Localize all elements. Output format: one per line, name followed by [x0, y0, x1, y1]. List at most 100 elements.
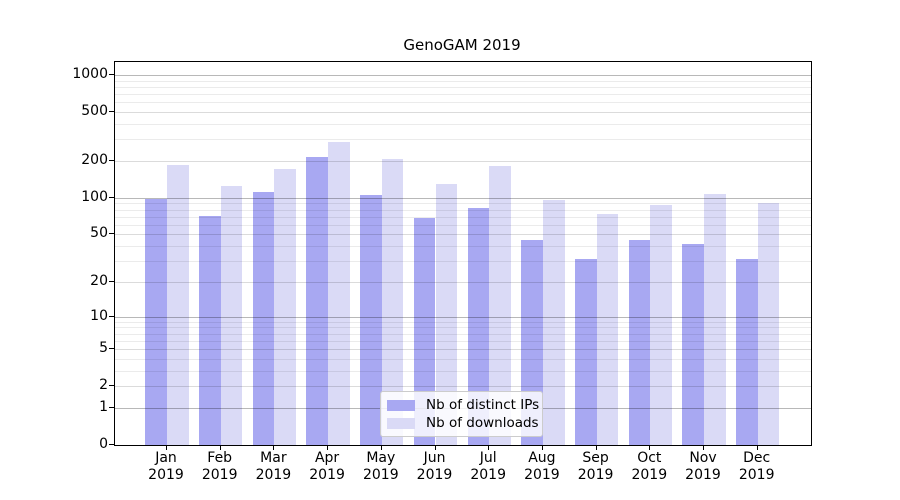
month-label: Nov [689, 450, 717, 466]
x-axis-tick-label-may: May 2019 [350, 450, 412, 484]
x-tick-mark [219, 445, 221, 450]
bar-distinct-ips-jan [145, 199, 167, 445]
month-label: Aug [528, 450, 556, 466]
bar-downloads-dec [757, 203, 780, 445]
year-label: 2019 [738, 467, 775, 483]
month-label: Sep [582, 450, 609, 466]
legend-row-downloads: Nb of downloads [387, 414, 539, 432]
legend: Nb of distinct IPs Nb of downloads [380, 391, 543, 437]
bar-downloads-nov [704, 193, 726, 445]
month-label: Oct [637, 450, 662, 466]
gridline-minor [115, 102, 811, 104]
gridline-major [115, 75, 811, 77]
x-axis-tick-label-feb: Feb 2019 [189, 450, 251, 484]
chart-title: GenoGAM 2019 [403, 36, 521, 54]
y-tick-mark [109, 385, 114, 387]
bar-downloads-may [381, 158, 404, 445]
y-axis-tick-label: 100 [81, 188, 108, 205]
x-axis-tick-label-jul: Jul 2019 [457, 450, 519, 484]
bar-downloads-jun [435, 183, 458, 445]
y-axis-tick-label: 2 [99, 377, 108, 394]
x-tick-mark [434, 445, 436, 450]
year-label: 2019 [470, 467, 506, 483]
plot-area [114, 61, 812, 446]
bar-distinct-ips-nov [682, 243, 704, 445]
month-label: Feb [207, 450, 233, 466]
x-tick-mark [649, 445, 651, 450]
month-label: May [366, 450, 396, 466]
year-label: 2019 [201, 467, 238, 483]
y-tick-mark [109, 160, 114, 161]
legend-swatch-distinct-ips [387, 399, 415, 411]
bar-distinct-ips-jun [413, 218, 436, 445]
y-tick-mark [109, 348, 114, 350]
gridline-minor [115, 124, 811, 126]
y-axis-tick-label: 500 [81, 103, 108, 120]
bar-downloads-oct [650, 204, 672, 445]
bar-downloads-jan [167, 165, 189, 445]
y-axis-tick-label: 5 [99, 340, 108, 357]
gridline-major [115, 161, 811, 162]
x-tick-mark [327, 445, 329, 450]
x-axis-tick-label-apr: Apr 2019 [296, 450, 358, 484]
x-tick-mark [756, 445, 758, 450]
month-label: Jan [155, 450, 177, 466]
x-tick-mark [595, 445, 597, 450]
y-axis-tick-label: 10 [90, 307, 108, 324]
bar-distinct-ips-sep [574, 259, 597, 445]
bar-downloads-mar [274, 168, 297, 445]
bar-distinct-ips-oct [628, 239, 651, 445]
month-label: Apr [314, 450, 340, 466]
x-axis-tick-label-jun: Jun 2019 [404, 450, 466, 484]
gridline-minor [115, 94, 811, 96]
x-tick-mark [703, 445, 704, 450]
y-axis-tick-label: 20 [90, 272, 108, 289]
bar-distinct-ips-dec [736, 259, 758, 445]
legend-label-downloads: Nb of downloads [426, 415, 539, 431]
bar-distinct-ips-may [360, 194, 382, 445]
year-label: 2019 [524, 467, 560, 483]
y-tick-mark [109, 74, 114, 76]
year-label: 2019 [577, 467, 614, 483]
bar-downloads-apr [328, 141, 350, 445]
legend-swatch-downloads [387, 417, 415, 429]
y-tick-mark [109, 444, 114, 445]
y-axis-tick-label: 50 [90, 225, 108, 242]
gridline-minor [115, 139, 811, 141]
y-tick-mark [109, 111, 114, 113]
bar-downloads-sep [596, 213, 619, 445]
y-axis-tick-label: 1000 [72, 66, 108, 83]
month-label: Jun [423, 450, 446, 466]
x-axis-tick-label-jan: Jan 2019 [135, 450, 197, 484]
gridline-minor [115, 80, 811, 82]
x-axis-tick-label-oct: Oct 2019 [618, 450, 680, 484]
y-tick-mark [109, 280, 114, 282]
year-label: 2019 [255, 467, 292, 483]
x-tick-mark [166, 445, 167, 450]
y-axis-tick-label: 0 [99, 436, 108, 452]
bar-downloads-feb [220, 186, 243, 445]
y-tick-mark [109, 233, 114, 235]
bar-downloads-aug [542, 200, 565, 445]
x-axis-tick-label-sep: Sep 2019 [565, 450, 627, 484]
x-axis-tick-label-aug: Aug 2019 [511, 450, 573, 484]
year-label: 2019 [362, 467, 399, 483]
month-label: Jul [479, 450, 497, 466]
x-axis-tick-label-dec: Dec 2019 [726, 450, 788, 484]
bar-distinct-ips-mar [252, 191, 275, 445]
x-tick-mark [488, 445, 490, 450]
bar-downloads-jul [489, 166, 511, 445]
x-tick-mark [273, 445, 275, 450]
gridline-minor [115, 86, 811, 88]
y-tick-mark [109, 196, 114, 198]
x-tick-mark [541, 445, 543, 450]
month-label: Mar [260, 450, 287, 466]
legend-label-distinct-ips: Nb of distinct IPs [426, 397, 540, 413]
year-label: 2019 [416, 467, 453, 483]
x-axis-tick-label-nov: Nov 2019 [672, 450, 734, 484]
year-label: 2019 [309, 467, 345, 483]
bar-distinct-ips-jul [467, 207, 490, 445]
y-tick-mark [109, 315, 114, 317]
legend-row-distinct-ips: Nb of distinct IPs [387, 396, 539, 414]
